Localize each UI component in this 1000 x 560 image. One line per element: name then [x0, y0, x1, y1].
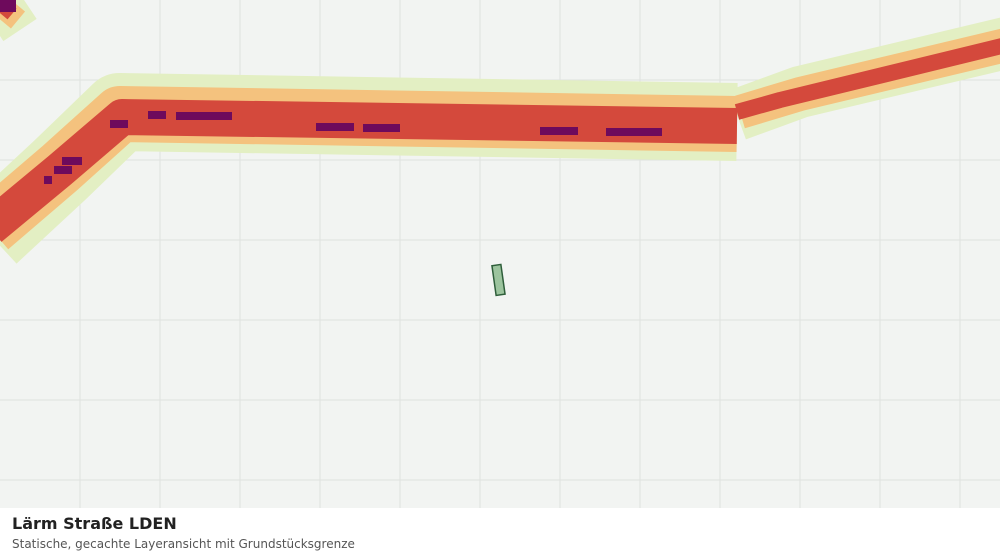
noise-cell	[316, 123, 354, 131]
layer-title: Lärm Straße LDEN	[12, 514, 177, 533]
noise-cell	[0, 0, 16, 12]
noise-cell	[606, 128, 662, 136]
noise-cell	[110, 120, 128, 128]
noise-cell	[148, 111, 166, 119]
noise-cell	[62, 157, 82, 165]
noise-zone-high	[734, 38, 1000, 120]
noise-layer	[0, 0, 1000, 264]
noise-cell	[54, 166, 72, 174]
layer-subtitle: Statische, gecachte Layeransicht mit Gru…	[12, 537, 355, 551]
noise-cell	[44, 176, 52, 184]
map	[0, 0, 1000, 508]
parcel-boundary[interactable]	[491, 263, 506, 297]
noise-cell	[540, 127, 578, 135]
noise-zone-high	[0, 99, 738, 242]
noise-zone-very-high	[0, 0, 662, 184]
noise-cell	[176, 112, 232, 120]
caption-bar: Lärm Straße LDEN Statische, gecachte Lay…	[0, 508, 1000, 560]
noise-cell	[363, 124, 400, 132]
